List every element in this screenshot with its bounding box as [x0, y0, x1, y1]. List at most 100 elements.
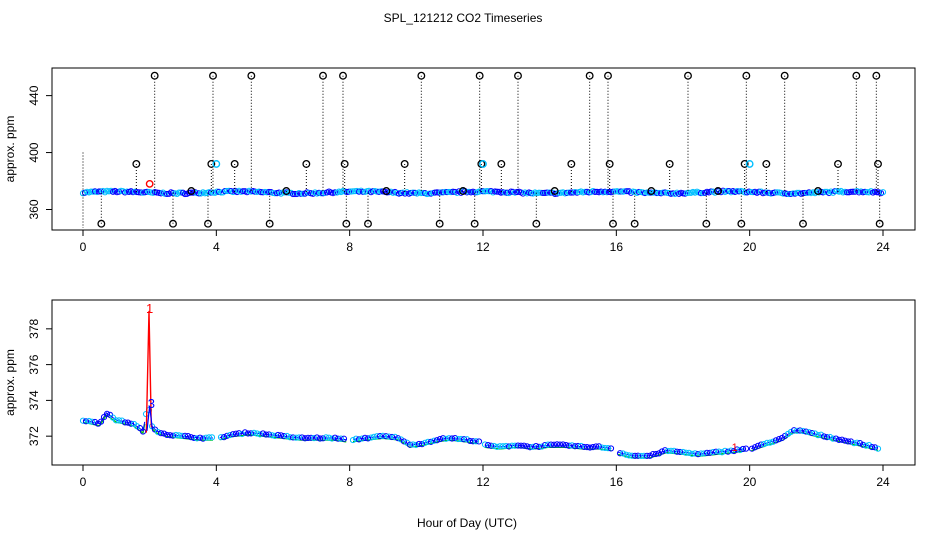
outlier-point [470, 219, 479, 228]
outlier-point [364, 219, 372, 228]
co2-point [703, 449, 711, 456]
co2-point [415, 440, 423, 448]
baseline-point [773, 189, 781, 196]
baseline-point [755, 188, 763, 195]
outlier-point [382, 187, 391, 195]
co2-point [259, 430, 267, 437]
co2-point [763, 439, 771, 447]
baseline-point [635, 188, 643, 196]
spike-point [145, 179, 154, 188]
baseline-point [543, 189, 551, 196]
baseline-point [623, 188, 631, 195]
baseline-point [163, 190, 171, 198]
co2-point [280, 433, 288, 440]
baseline-point [581, 188, 589, 196]
co2-point [577, 442, 585, 450]
co2-point [505, 443, 513, 450]
co2-point [595, 443, 603, 450]
co2-point [256, 431, 264, 438]
baseline-point [345, 188, 353, 195]
baseline-point [441, 188, 449, 196]
outlier-point [400, 159, 409, 168]
spike-marker-1: 1 [146, 301, 153, 316]
x-tick-label: 8 [346, 240, 353, 254]
baseline-point [221, 187, 229, 195]
co2-point [466, 437, 474, 445]
baseline-point [137, 189, 145, 196]
co2-point [481, 441, 489, 448]
co2-point [691, 450, 699, 457]
co2-point [526, 444, 534, 451]
x-tick-label: 8 [346, 475, 353, 489]
co2-point [487, 442, 495, 449]
co2-point [124, 419, 132, 426]
outlier-point [852, 71, 861, 80]
spike-line [145, 310, 152, 433]
baseline-point [621, 188, 629, 195]
outlier-point [207, 159, 216, 168]
baseline-point [847, 188, 855, 195]
co2-point [424, 438, 432, 445]
baseline-point [863, 189, 871, 196]
co2-point [757, 441, 765, 448]
co2-point [205, 434, 213, 441]
baseline-point [697, 189, 705, 197]
co2-point [91, 418, 99, 426]
outlier-point [204, 219, 212, 228]
co2-point [733, 446, 741, 453]
co2-point [823, 434, 831, 441]
co2-point [238, 430, 246, 438]
co2-point [418, 441, 426, 448]
baseline-point [419, 189, 427, 197]
co2-point [310, 435, 318, 442]
co2-point [565, 442, 573, 449]
co2-point [295, 434, 303, 441]
outlier-point [609, 219, 617, 228]
co2-point [532, 443, 540, 450]
outlier-point [435, 219, 444, 228]
outlier-point [265, 219, 274, 228]
baseline-point [483, 188, 491, 195]
co2-point [163, 431, 171, 439]
baseline-point [299, 190, 307, 197]
co2-point [772, 437, 780, 444]
co2-point [643, 452, 651, 459]
co2-point [325, 434, 333, 441]
co2-point [454, 435, 462, 443]
co2-point [340, 435, 348, 442]
co2-point [361, 434, 369, 442]
co2-point [301, 435, 309, 442]
co2-point [175, 432, 183, 439]
outlier-point [169, 219, 177, 228]
co2-point [85, 417, 93, 425]
co2-point [319, 435, 327, 442]
co2-point [682, 449, 690, 456]
baseline-point [175, 189, 183, 196]
co2-point [790, 427, 798, 434]
baseline-point [801, 189, 809, 197]
outlier-point [604, 71, 612, 80]
co2-point [265, 431, 273, 438]
baseline-point [491, 188, 499, 195]
co2-point [808, 429, 816, 437]
outlier-point [874, 159, 882, 168]
co2-point [370, 433, 378, 441]
outlier-point [497, 159, 506, 168]
outlier-point [665, 159, 674, 168]
co2-point [433, 437, 441, 444]
outlier-point [585, 71, 594, 80]
co2-point [502, 442, 510, 450]
outlier-point [780, 71, 789, 80]
co2-point [172, 431, 180, 439]
co2-point [496, 443, 504, 450]
x-tick-label: 20 [743, 240, 757, 254]
co2-point [685, 449, 693, 456]
co2-point [841, 437, 849, 444]
co2-point [217, 434, 225, 441]
baseline-point [177, 189, 185, 196]
co2-point [451, 434, 459, 442]
co2-point [406, 441, 414, 448]
outlier-point [647, 187, 656, 195]
co2-point [271, 432, 279, 440]
baseline-point [879, 189, 887, 196]
